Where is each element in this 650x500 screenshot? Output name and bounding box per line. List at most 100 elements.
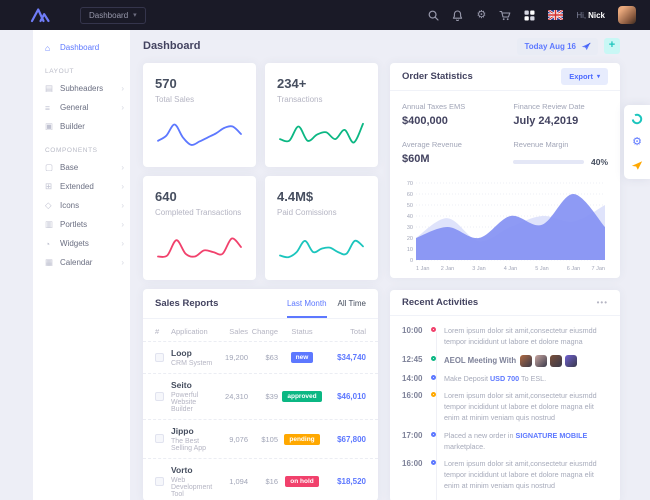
icons-icon: ◇ [45,200,52,210]
sidebar-item-calendar[interactable]: ▦ Calendar › [33,253,130,272]
sidebar-item-label: Base [60,163,79,172]
sidebar-item-label: Subheaders [60,84,104,93]
activity-time: 17:00 [402,499,426,500]
sidebar-item-general[interactable]: ≡ General › [33,98,130,117]
grid-icon[interactable] [524,10,535,21]
change-value: $63 [265,353,278,362]
sidebar-item-label: Icons [60,201,80,210]
activity-text: Placed a new order in SIGNATURE MOBILE m… [444,430,588,451]
tab-all-time[interactable]: All Time [337,299,366,308]
portlets-icon: ▥ [45,219,54,229]
chevron-right-icon: › [121,84,124,93]
meeting-avatar[interactable] [550,354,563,367]
sidebar-item-icons[interactable]: ◇ Icons › [33,196,130,215]
uk-flag-icon[interactable] [548,10,564,20]
stat-card-transactions: 234+ Transactions [265,63,378,167]
svg-text:20: 20 [407,236,413,242]
cart-icon[interactable] [499,10,511,21]
page-select-dropdown[interactable]: Dashboard ▾ [80,6,146,24]
quick-actions-toolbar: ⚙ [624,105,650,179]
row-checkbox[interactable] [155,352,164,362]
sidebar-item-label: Calendar [60,258,93,267]
sales-value: 24,310 [225,392,248,401]
activity-text: Lorem ipsum dolor sit amit,consectetur e… [444,326,597,346]
total-value: $18,520 [337,477,366,486]
activity-item: 12:45 AEOL Meeting With [402,354,610,367]
date-picker-button[interactable]: Today Aug 16 [517,37,598,55]
row-checkbox[interactable] [155,434,164,443]
table-row: Loop CRM System 19,200 $63 new $34,740 [143,341,378,373]
sidebar-item-base[interactable]: ▢ Base › [33,158,130,177]
app-subtitle: Powerful Website Builder [171,392,199,413]
send-icon[interactable] [630,158,644,172]
activity-link[interactable]: SIGNATURE MOBILE [515,430,588,440]
sidebar: ⌂ Dashboard LAYOUT ▤ Subheaders › ≡ Gene… [33,30,130,500]
change-value: $16 [265,477,278,486]
sidebar-item-subheaders[interactable]: ▤ Subheaders › [33,79,130,98]
bell-icon[interactable] [452,9,463,21]
app-subtitle: The Best Selling App [171,438,207,452]
activity-item: 10:00 Lorem ipsum dolor sit amit,consect… [402,326,610,348]
row-checkbox[interactable] [155,391,164,401]
sidebar-item-widgets[interactable]: ◔ Widgets › [33,234,130,253]
row-checkbox[interactable] [155,476,164,486]
export-button[interactable]: Export ▾ [561,68,608,85]
user-avatar[interactable] [618,6,636,24]
search-icon[interactable] [428,10,440,21]
activity-dot [431,460,436,466]
brand-logo-icon[interactable] [30,7,52,23]
stat-card-total-sales: 570 Total Sales [143,63,256,167]
sidebar-item-label: Builder [60,122,85,131]
stat-label: Paid Comissions [277,208,337,217]
table-header: # Application Sales Change Status Total [155,327,366,336]
widgets-icon: ◔ [45,238,51,249]
stat-label: Transactions [277,95,323,104]
meeting-avatar[interactable] [535,354,548,367]
page-select-label: Dashboard [89,10,129,20]
app-subtitle: CRM System [171,360,213,367]
gear-icon[interactable]: ⚙ [632,135,642,148]
sidebar-item-extended[interactable]: ⊞ Extended › [33,177,130,196]
user-greeting: Hi, Nick [576,10,605,20]
activity-text: AEOL Meeting With [444,354,610,367]
stat-sparkline [279,122,364,144]
builder-icon: ▣ [45,121,54,131]
main-content: Dashboard Today Aug 16 + 570 Total Sales… [130,30,650,500]
base-icon: ▢ [45,162,54,172]
recent-activities-title: Recent Activities [402,297,479,308]
table-row: Vorto Web Development Tool 1,094 $16 on … [143,458,378,500]
svg-text:4 Jan: 4 Jan [504,266,517,272]
metric-revenue-margin: Revenue Margin 40% [513,140,608,167]
meeting-avatar[interactable] [520,354,533,367]
total-value: $34,740 [337,353,366,362]
activity-dot [431,431,436,437]
activity-text: Make Deposit USD 700 To ESL. [444,373,547,383]
left-gutter [0,30,33,500]
stat-cards: 570 Total Sales 234+ Transactions 640 Co… [143,63,378,280]
activity-time: 10:00 [402,326,423,335]
sidebar-section-header: COMPONENTS [45,147,98,154]
activity-time: 12:45 [402,354,423,364]
chevron-right-icon: › [121,239,124,248]
stat-value: 234+ [277,76,307,91]
activity-link[interactable]: USD 700 [489,373,520,383]
chevron-right-icon: › [121,103,124,112]
meeting-avatar[interactable] [565,354,578,367]
donut-chart-icon[interactable] [630,112,644,126]
add-button[interactable]: + [604,38,620,54]
stat-sparkline [157,237,242,258]
activity-dot [431,355,436,361]
sidebar-item-portlets[interactable]: ▥ Portlets › [33,215,130,234]
gear-icon[interactable]: ⚙ [476,8,487,21]
svg-text:70: 70 [407,181,413,187]
send-icon [581,42,591,50]
activity-link[interactable]: FinancePro App [538,499,593,500]
tab-last-month[interactable]: Last Month [286,289,327,318]
sidebar-item-label: Extended [60,182,94,191]
stat-card-paid-comissions: 4.4M$ Paid Comissions [265,176,378,280]
top-navbar: Dashboard ▾ ⚙ Hi, Nick [0,0,650,30]
total-value: $46,010 [337,392,366,401]
sidebar-item-dashboard[interactable]: ⌂ Dashboard [33,38,130,57]
more-options-icon[interactable]: ••• [596,298,608,307]
sidebar-item-builder[interactable]: ▣ Builder [33,117,130,136]
